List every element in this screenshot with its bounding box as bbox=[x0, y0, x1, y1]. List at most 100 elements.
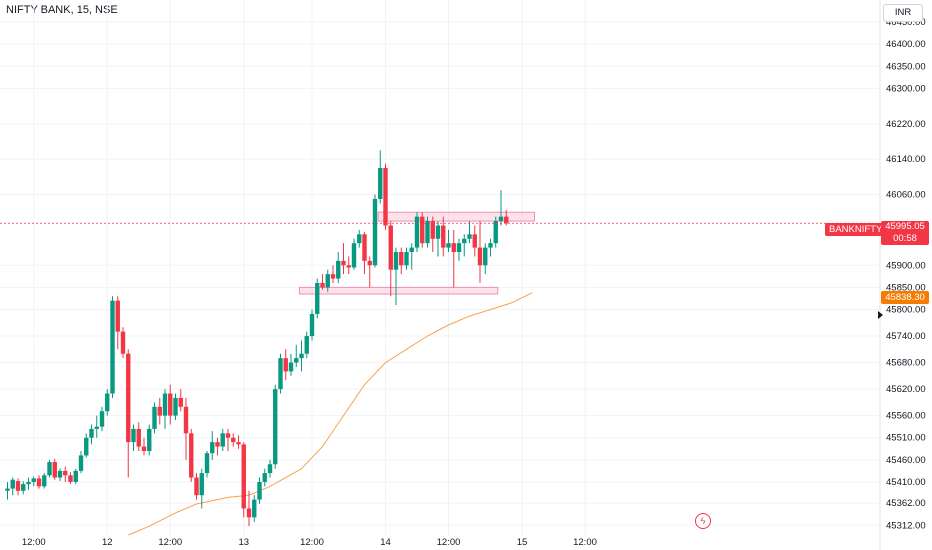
candle bbox=[194, 473, 199, 500]
candle-body bbox=[273, 389, 278, 465]
x-tick-label: 13 bbox=[238, 537, 249, 548]
candle bbox=[325, 269, 330, 292]
candle bbox=[483, 243, 488, 275]
candle bbox=[504, 210, 509, 226]
candle bbox=[225, 428, 231, 451]
candle-body bbox=[378, 168, 383, 199]
last-price-value: 45995.05 bbox=[885, 221, 925, 232]
candle bbox=[231, 433, 236, 447]
candle bbox=[47, 459, 52, 478]
candle bbox=[241, 442, 246, 518]
y-tick-label: 46300.00 bbox=[886, 83, 926, 94]
y-tick-label: 45410.00 bbox=[886, 477, 926, 488]
x-tick-label: 12:00 bbox=[300, 537, 324, 548]
candle bbox=[236, 435, 241, 449]
candle-body bbox=[451, 243, 456, 253]
candle-body bbox=[430, 221, 435, 239]
candle-body bbox=[236, 442, 241, 445]
candle-body bbox=[414, 216, 420, 248]
candle-body bbox=[483, 247, 488, 266]
candle-body bbox=[477, 247, 483, 266]
candle-body bbox=[304, 336, 309, 354]
candle bbox=[52, 458, 57, 480]
candle-body bbox=[225, 433, 231, 438]
y-tick-label: 45510.00 bbox=[886, 433, 926, 444]
candle bbox=[399, 247, 404, 275]
x-tick-label: 12:00 bbox=[22, 537, 46, 548]
price-axis[interactable]: 46450.00 46400.00 46350.00 46300.00 46220.00… bbox=[886, 17, 926, 531]
candle bbox=[467, 221, 472, 244]
candle bbox=[294, 344, 299, 367]
candle bbox=[110, 296, 115, 398]
candle-body bbox=[241, 444, 246, 509]
candle-body bbox=[84, 437, 89, 456]
candle-body bbox=[89, 428, 94, 438]
candle bbox=[288, 353, 294, 376]
candle bbox=[105, 389, 110, 416]
y-tick-label: 45362.00 bbox=[886, 498, 926, 509]
candle-body bbox=[441, 225, 446, 248]
candle-body bbox=[294, 358, 299, 363]
candle-body bbox=[315, 282, 320, 314]
candle-body bbox=[10, 479, 15, 489]
candle-body bbox=[178, 397, 183, 407]
candle bbox=[115, 296, 120, 350]
x-tick-label: 15 bbox=[517, 537, 528, 548]
candle bbox=[210, 431, 215, 460]
candle-body bbox=[462, 238, 467, 244]
candle-body bbox=[63, 470, 68, 476]
candle-body bbox=[210, 442, 215, 454]
triangle-right-icon bbox=[878, 311, 883, 319]
currency-button[interactable]: INR bbox=[883, 4, 923, 22]
candle bbox=[404, 247, 409, 270]
candles-layer[interactable] bbox=[5, 150, 509, 527]
candle bbox=[435, 221, 441, 257]
candle-body bbox=[199, 473, 204, 496]
bar-countdown: 00:58 bbox=[893, 233, 917, 244]
zone-rectangle bbox=[377, 211, 535, 222]
candle bbox=[362, 232, 367, 275]
candle bbox=[136, 422, 141, 451]
candle bbox=[367, 256, 372, 288]
time-axis[interactable]: 12:00 12 12:00 13 12:00 14 12:00 15 12:00 bbox=[22, 537, 597, 548]
candle-body bbox=[425, 221, 430, 244]
candle-body bbox=[73, 470, 78, 482]
candle bbox=[378, 150, 383, 204]
candle-body bbox=[126, 353, 131, 443]
candle-body bbox=[288, 362, 294, 372]
x-tick-label: 12 bbox=[102, 537, 113, 548]
y-tick-label: 45560.00 bbox=[886, 411, 926, 422]
ema-line-layer bbox=[128, 292, 533, 536]
candle-body bbox=[330, 274, 336, 279]
candle-body bbox=[267, 464, 273, 474]
candle bbox=[21, 481, 26, 495]
candle-body bbox=[262, 473, 267, 482]
y-tick-label: 46400.00 bbox=[886, 39, 926, 50]
candle-body bbox=[341, 260, 346, 266]
candle-body bbox=[47, 462, 52, 476]
candle bbox=[299, 340, 304, 372]
candle-body bbox=[420, 216, 425, 244]
candle bbox=[5, 481, 10, 500]
candle bbox=[488, 238, 493, 257]
candle-body bbox=[78, 455, 84, 471]
y-tick-label: 46060.00 bbox=[886, 190, 926, 201]
candle bbox=[430, 216, 435, 253]
candle bbox=[351, 238, 357, 270]
candle-body bbox=[367, 260, 372, 266]
flash-icon[interactable]: ϟ bbox=[695, 513, 711, 529]
candle bbox=[73, 468, 78, 485]
candle bbox=[152, 402, 157, 434]
candle-body bbox=[404, 252, 409, 266]
candle bbox=[204, 450, 210, 478]
candle bbox=[472, 225, 477, 257]
candle bbox=[57, 468, 63, 482]
candle-body bbox=[357, 234, 362, 244]
candle bbox=[10, 477, 15, 496]
candle-body bbox=[493, 221, 498, 244]
candle bbox=[420, 212, 425, 248]
candle-body bbox=[362, 234, 367, 261]
support-resistance-zones[interactable] bbox=[299, 211, 535, 295]
candle-body bbox=[115, 300, 120, 332]
